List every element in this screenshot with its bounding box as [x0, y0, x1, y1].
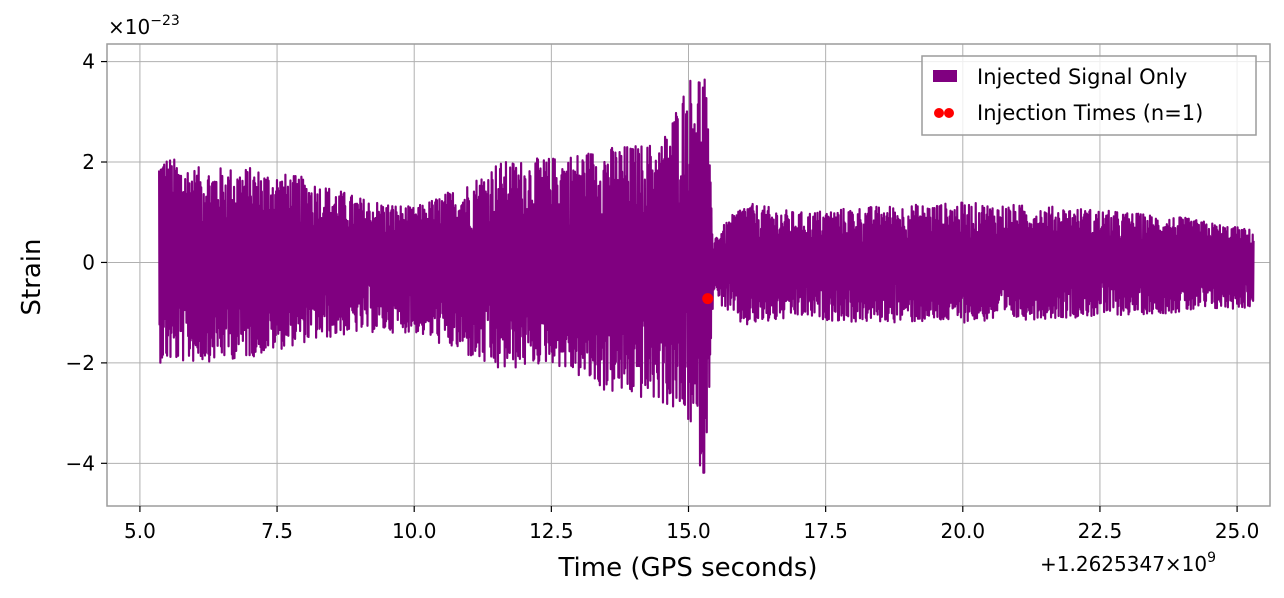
injection-time-point — [702, 293, 714, 305]
y-multiplier-base: ×10 — [108, 15, 150, 39]
injected-signal-line — [158, 78, 1255, 474]
y-tick-label: 4 — [82, 50, 95, 74]
injection-times-series — [702, 293, 714, 305]
x-tick-label: 10.0 — [392, 519, 437, 543]
legend-injection-marker — [944, 108, 954, 118]
x-axis-label: Time (GPS seconds) — [557, 553, 817, 583]
y-axis-ticks: 4 2 0 −2 −4 — [66, 50, 107, 475]
y-tick-label: −2 — [66, 351, 95, 375]
x-tick-label: 20.0 — [941, 519, 986, 543]
legend-injection-label: Injection Times (n=1) — [977, 101, 1203, 125]
x-tick-label: 7.5 — [261, 519, 293, 543]
y-multiplier-exponent: −23 — [150, 13, 180, 29]
y-tick-label: 2 — [82, 150, 95, 174]
injected-signal-series — [158, 78, 1255, 474]
x-tick-label: 12.5 — [529, 519, 574, 543]
y-multiplier-label: ×10−23 — [108, 13, 180, 39]
x-tick-label: 17.5 — [803, 519, 848, 543]
legend-frame — [921, 55, 1257, 136]
y-tick-label: −4 — [66, 451, 95, 475]
legend-signal-label: Injected Signal Only — [977, 65, 1187, 89]
y-tick-label: 0 — [82, 250, 95, 274]
x-axis-ticks: 5.0 7.5 10.0 12.5 15.0 17.5 20.0 22.5 25.0 — [124, 506, 1259, 543]
x-tick-label: 25.0 — [1215, 519, 1260, 543]
legend-injection-marker — [934, 108, 944, 118]
x-tick-label: 5.0 — [124, 519, 156, 543]
y-axis-label: Strain — [17, 238, 47, 315]
legend-signal-swatch — [933, 70, 957, 82]
x-offset-exponent: 9 — [1207, 550, 1216, 566]
x-tick-label: 15.0 — [666, 519, 711, 543]
legend: Injected Signal Only Injection Times (n=… — [921, 55, 1257, 136]
x-tick-label: 22.5 — [1078, 519, 1123, 543]
x-offset-label: +1.2625347×109 — [1040, 550, 1216, 576]
x-offset-base: +1.2625347×10 — [1040, 552, 1207, 576]
